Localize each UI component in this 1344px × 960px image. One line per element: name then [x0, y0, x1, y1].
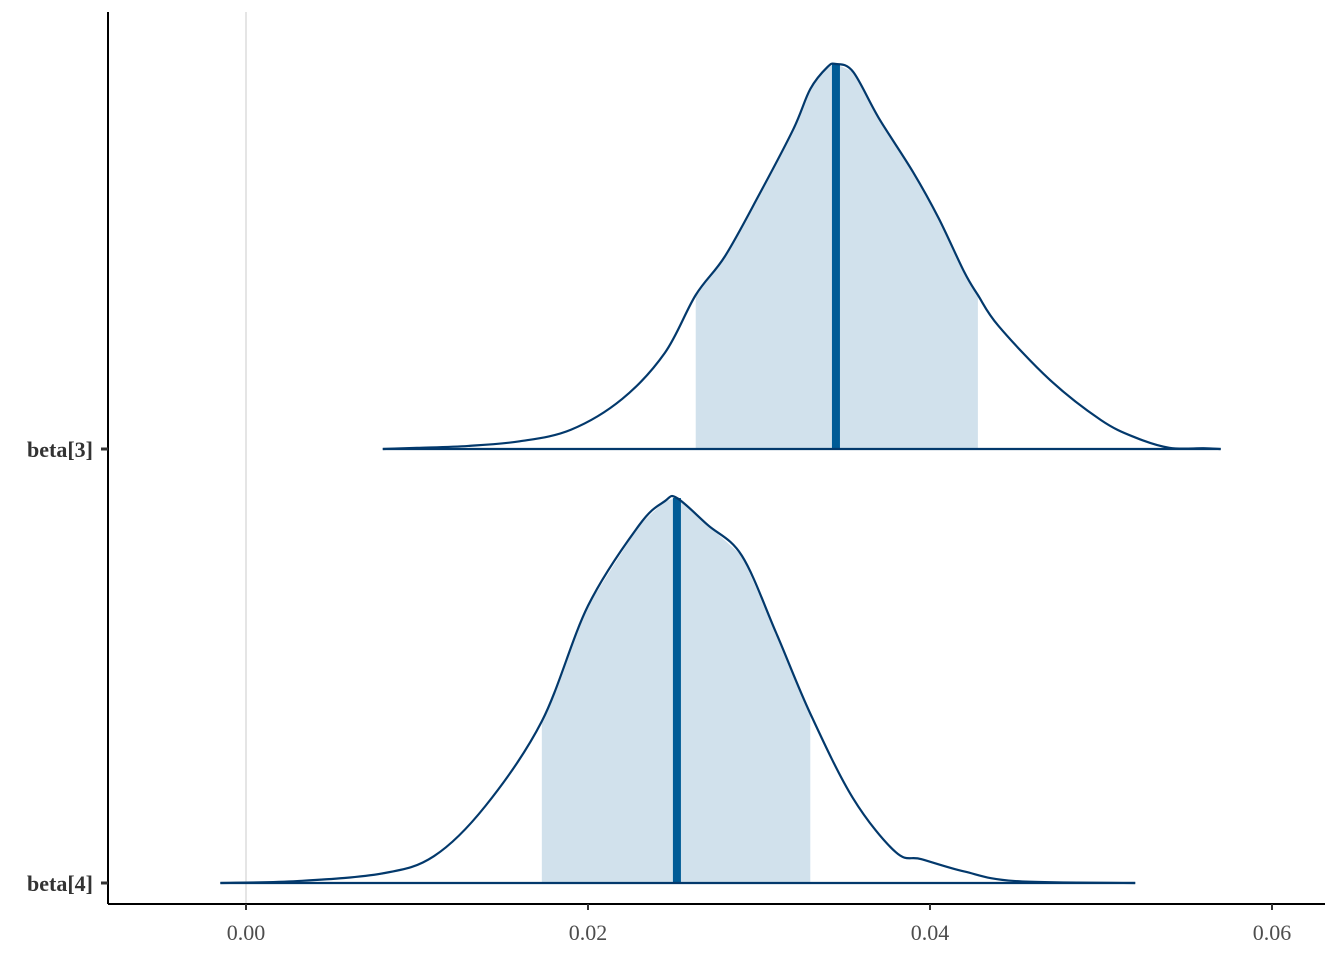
y-tick-label: beta[3]: [27, 437, 93, 462]
y-axis-ticks: beta[3] beta[4]: [27, 437, 108, 896]
ridge-beta[3]: [382, 62, 1221, 451]
density-curve-beta[3]: [382, 62, 1221, 451]
x-tick-label: 0.00: [227, 920, 266, 945]
x-tick-label: 0.04: [911, 920, 950, 945]
x-tick-label: 0.02: [569, 920, 608, 945]
y-tick-label: beta[4]: [27, 871, 93, 896]
density-curve-beta[4]: [220, 494, 1136, 885]
x-tick-label: 0.06: [1253, 920, 1292, 945]
x-axis-ticks: 0.00 0.02 0.04 0.06: [227, 904, 1292, 945]
ridge-beta[4]: [220, 494, 1136, 885]
ridges-layer: [220, 62, 1221, 885]
